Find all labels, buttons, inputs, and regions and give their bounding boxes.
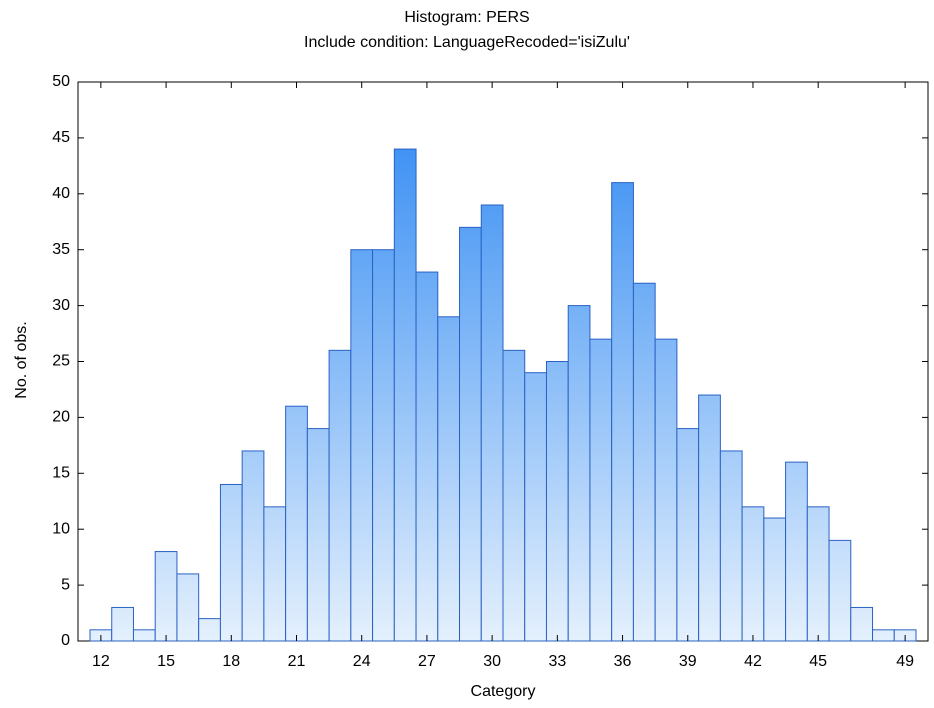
bar	[415, 271, 439, 642]
bar	[872, 629, 895, 642]
bar	[132, 629, 156, 642]
y-tick-label: 5	[61, 576, 70, 593]
bar	[219, 483, 243, 642]
y-axis-label: No. of obs.	[13, 321, 30, 398]
bar	[306, 428, 330, 642]
bar	[589, 338, 613, 642]
bar	[545, 361, 569, 642]
bar	[198, 618, 221, 642]
bar	[806, 506, 830, 642]
bar	[480, 204, 504, 642]
chart-title: Histogram: PERS	[404, 9, 529, 26]
y-tick-label: 25	[52, 353, 70, 370]
x-tick-label: 33	[548, 653, 566, 670]
bar	[828, 539, 852, 642]
bar	[676, 428, 700, 642]
x-tick-label: 36	[614, 653, 632, 670]
y-tick-label: 40	[52, 185, 70, 202]
x-tick-label: 27	[418, 653, 436, 670]
x-tick-label: 42	[744, 653, 762, 670]
bar	[567, 305, 591, 642]
bar	[524, 372, 547, 642]
x-tick-label: 45	[809, 653, 827, 670]
bar	[698, 394, 721, 642]
bar	[241, 450, 265, 642]
x-tick-label: 12	[92, 653, 110, 670]
y-tick-label: 15	[52, 465, 70, 482]
x-tick-label: 30	[483, 653, 501, 670]
bar	[654, 338, 678, 642]
bar	[741, 506, 765, 642]
y-tick-label: 50	[52, 73, 70, 90]
bar	[459, 226, 482, 642]
chart-subtitle: Include condition: LanguageRecoded='isiZ…	[304, 34, 630, 51]
bar	[176, 573, 200, 642]
x-tick-label: 24	[353, 653, 371, 670]
bar	[372, 249, 395, 642]
x-tick-label: 15	[157, 653, 175, 670]
y-tick-label: 45	[52, 129, 70, 146]
x-tick-label: 49	[896, 653, 914, 670]
bar	[719, 450, 743, 642]
bar	[285, 405, 308, 642]
bar	[111, 606, 134, 642]
y-tick-label: 10	[52, 520, 70, 537]
x-tick-label: 39	[679, 653, 697, 670]
bar	[393, 148, 417, 642]
bar	[502, 349, 526, 642]
y-tick-label: 30	[52, 297, 70, 314]
x-tick-label: 18	[222, 653, 240, 670]
y-tick-label: 20	[52, 409, 70, 426]
bar	[263, 506, 287, 642]
bar	[154, 551, 178, 642]
bar	[763, 517, 787, 642]
y-tick-label: 0	[61, 632, 70, 649]
y-tick-label: 35	[52, 241, 70, 258]
bar	[350, 249, 374, 642]
bar	[785, 461, 808, 642]
bar	[611, 182, 634, 642]
bar	[328, 349, 352, 642]
x-tick-label: 21	[288, 653, 306, 670]
bar	[850, 606, 874, 642]
bar	[632, 282, 656, 642]
bar	[437, 316, 461, 642]
x-axis-label: Category	[471, 683, 536, 700]
